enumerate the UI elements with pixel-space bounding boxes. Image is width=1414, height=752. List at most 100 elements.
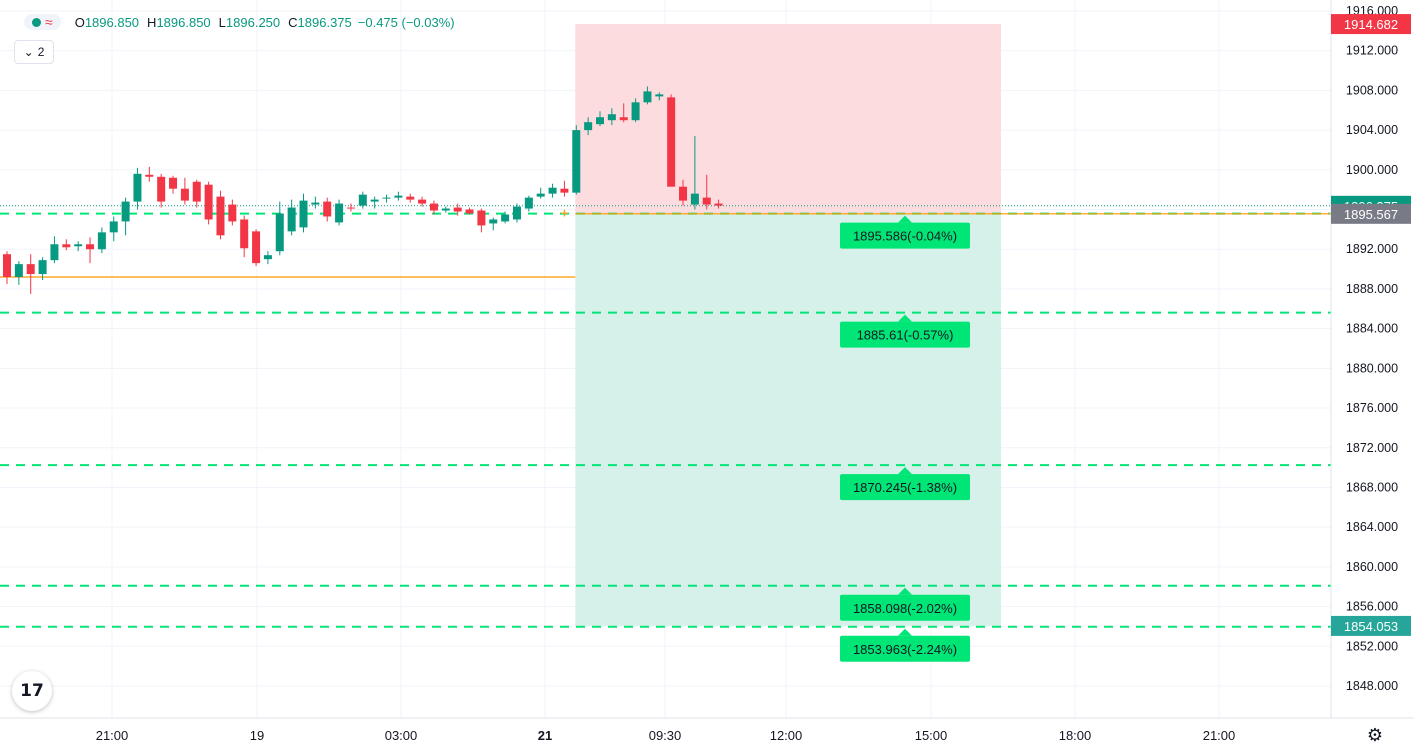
candle-body	[263, 255, 272, 260]
candle-body	[97, 232, 106, 250]
candle-body	[501, 214, 510, 222]
candle-body	[667, 97, 676, 187]
gear-icon[interactable]: ⚙	[1366, 725, 1384, 745]
x-tick-label: 12:00	[770, 728, 803, 743]
candle-body	[358, 194, 367, 206]
candle-body	[714, 203, 723, 206]
collapse-indicators-button[interactable]: ⌄ 2	[14, 40, 54, 64]
x-tick-label: 03:00	[385, 728, 418, 743]
candles: +	[3, 86, 723, 294]
green-dot-icon	[32, 17, 41, 27]
candle-body	[394, 195, 403, 198]
candle-body	[180, 188, 189, 201]
y-tick-label: 1884.000	[1346, 322, 1398, 336]
candle-body	[370, 199, 379, 202]
candle-body	[631, 102, 640, 121]
horizontal-lines	[0, 205, 1331, 628]
y-tick-label: 1860.000	[1346, 560, 1398, 574]
target-zone	[575, 213, 1001, 626]
change-value: −0.475 (−0.03%)	[357, 14, 455, 30]
candle-body	[536, 193, 545, 197]
y-tick-label: 1912.000	[1346, 44, 1398, 58]
level-label-text: 1853.963(-2.24%)	[853, 642, 957, 657]
tradingview-logo[interactable]: 17	[12, 671, 52, 711]
x-tick-label: 09:30	[649, 728, 682, 743]
y-tick-label: 1872.000	[1346, 441, 1398, 455]
wave-icon: ≈	[45, 14, 53, 30]
candle-body	[50, 244, 59, 261]
candle-body	[655, 94, 664, 97]
y-tick-label: 1876.000	[1346, 401, 1398, 415]
candle-body	[643, 91, 652, 103]
candle-body	[690, 193, 699, 205]
y-tick-label: 1880.000	[1346, 361, 1398, 375]
candle-body	[418, 199, 427, 204]
y-tick-label: 1908.000	[1346, 83, 1398, 97]
price-tag: 1854.053	[1331, 615, 1411, 636]
y-tick-label: 1856.000	[1346, 600, 1398, 614]
y-tick-label: 1852.000	[1346, 639, 1398, 653]
level-label-text: 1858.098(-2.02%)	[853, 601, 957, 616]
level-label: 1885.61(-0.57%)	[840, 314, 970, 348]
x-tick-label: 21	[538, 728, 552, 743]
x-tick-label: 18:00	[1059, 728, 1092, 743]
candle-body	[86, 244, 95, 250]
level-labels: 1895.586(-0.04%) 1885.61(-0.57%) 1870.245(…	[840, 215, 970, 662]
candle-body	[228, 204, 237, 222]
candle-body	[323, 201, 332, 217]
price-tag-text: 1895.567	[1344, 207, 1398, 222]
open-value: 1896.850	[84, 14, 140, 30]
price-tag: 1895.567	[1331, 203, 1411, 224]
candle-body	[619, 117, 628, 121]
y-tick-label: 1864.000	[1346, 520, 1398, 534]
candle-body	[429, 203, 438, 211]
level-label-text: 1895.586(-0.04%)	[853, 229, 957, 244]
price-tag: 1914.682	[1331, 14, 1411, 35]
candle-body	[74, 244, 83, 247]
candle-body	[489, 219, 498, 224]
y-tick-label: 1868.000	[1346, 480, 1398, 494]
candle-body	[216, 196, 225, 236]
low-value: 1896.250	[225, 14, 281, 30]
candle-body	[346, 207, 355, 209]
stop-zone	[575, 24, 1001, 214]
y-tick-label: 1848.000	[1346, 679, 1398, 693]
candle-body	[548, 187, 557, 194]
x-tick-label: 21:00	[1203, 728, 1236, 743]
candle-body	[240, 219, 249, 249]
level-label: 1853.963(-2.24%)	[840, 628, 970, 662]
ohlc-legend: ≈ O 1896.850 H 1896.850 L 1896.250 C 1896.37…	[24, 12, 455, 32]
candle-body	[204, 184, 213, 220]
x-tick-label: 21:00	[96, 728, 129, 743]
candle-body	[287, 207, 296, 232]
price-tag-text: 1914.682	[1344, 17, 1398, 32]
candle-body	[26, 264, 35, 275]
candle-body	[133, 173, 142, 202]
candle-body	[702, 197, 711, 205]
symbol-pill[interactable]: ≈	[24, 14, 61, 30]
level-label-text: 1870.245(-1.38%)	[853, 480, 957, 495]
candle-body	[465, 209, 474, 214]
trade-marker: +	[561, 206, 569, 221]
candle-body	[572, 130, 581, 193]
candle-body	[453, 207, 462, 212]
candle-body	[14, 264, 23, 278]
y-tick-label: 1900.000	[1346, 163, 1398, 177]
candle-body	[382, 197, 391, 199]
level-label: 1858.098(-2.02%)	[840, 587, 970, 621]
close-key: C	[288, 14, 298, 30]
chevron-down-icon: ⌄	[23, 45, 34, 59]
high-key: H	[147, 14, 157, 30]
candle-body	[157, 176, 166, 202]
candle-body	[441, 208, 450, 211]
level-label-text: 1885.61(-0.57%)	[857, 328, 954, 343]
candle-body	[275, 213, 284, 252]
candle-body	[145, 174, 154, 177]
candle-body	[38, 260, 47, 275]
price-tag-text: 1854.053	[1344, 619, 1398, 634]
indicator-count: 2	[37, 45, 45, 59]
close-value: 1896.375	[297, 14, 352, 30]
candle-body	[406, 196, 415, 200]
